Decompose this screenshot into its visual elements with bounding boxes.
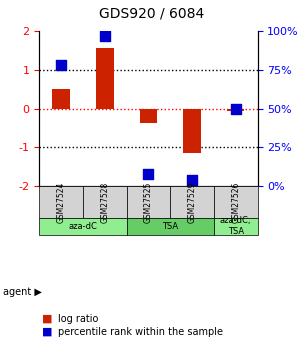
- Text: GSM27525: GSM27525: [144, 181, 153, 223]
- Text: agent ▶: agent ▶: [3, 287, 42, 296]
- FancyBboxPatch shape: [39, 218, 127, 235]
- Point: [59, 62, 64, 68]
- Text: aza-dC,
TSA: aza-dC, TSA: [220, 216, 251, 236]
- Bar: [183, 109, 201, 153]
- Point: [102, 33, 107, 38]
- Text: GSM27526: GSM27526: [231, 181, 240, 223]
- Text: GDS920 / 6084: GDS920 / 6084: [99, 7, 204, 21]
- Bar: [140, 109, 157, 123]
- Text: TSA: TSA: [162, 221, 178, 230]
- Bar: [52, 89, 70, 109]
- FancyBboxPatch shape: [214, 186, 258, 218]
- Text: GSM27524: GSM27524: [57, 181, 66, 223]
- FancyBboxPatch shape: [127, 218, 214, 235]
- FancyBboxPatch shape: [214, 218, 258, 235]
- FancyBboxPatch shape: [127, 186, 170, 218]
- Point: [146, 171, 151, 177]
- Text: ■: ■: [42, 314, 53, 324]
- Text: percentile rank within the sample: percentile rank within the sample: [58, 327, 223, 337]
- Text: GSM27529: GSM27529: [188, 181, 197, 223]
- Point: [190, 177, 195, 183]
- Text: aza-dC: aza-dC: [68, 221, 98, 230]
- FancyBboxPatch shape: [39, 186, 83, 218]
- Text: ■: ■: [42, 327, 53, 337]
- Text: GSM27528: GSM27528: [100, 181, 109, 223]
- Bar: [227, 109, 245, 110]
- Text: log ratio: log ratio: [58, 314, 98, 324]
- FancyBboxPatch shape: [83, 186, 127, 218]
- FancyBboxPatch shape: [170, 186, 214, 218]
- Point: [233, 106, 238, 111]
- Bar: [96, 49, 114, 109]
